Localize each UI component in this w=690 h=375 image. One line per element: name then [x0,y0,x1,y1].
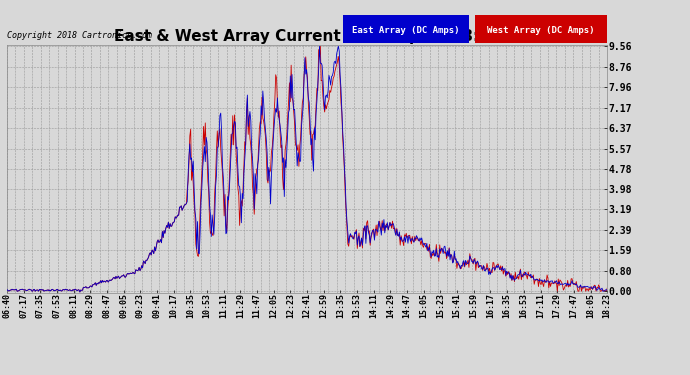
Title: East & West Array Current Mon Sep 24 18:28: East & West Array Current Mon Sep 24 18:… [114,29,500,44]
Text: Copyright 2018 Cartronics.com: Copyright 2018 Cartronics.com [7,31,152,40]
Text: West Array (DC Amps): West Array (DC Amps) [487,26,595,34]
FancyBboxPatch shape [343,15,469,42]
FancyBboxPatch shape [475,15,607,42]
Text: East Array (DC Amps): East Array (DC Amps) [353,26,460,34]
